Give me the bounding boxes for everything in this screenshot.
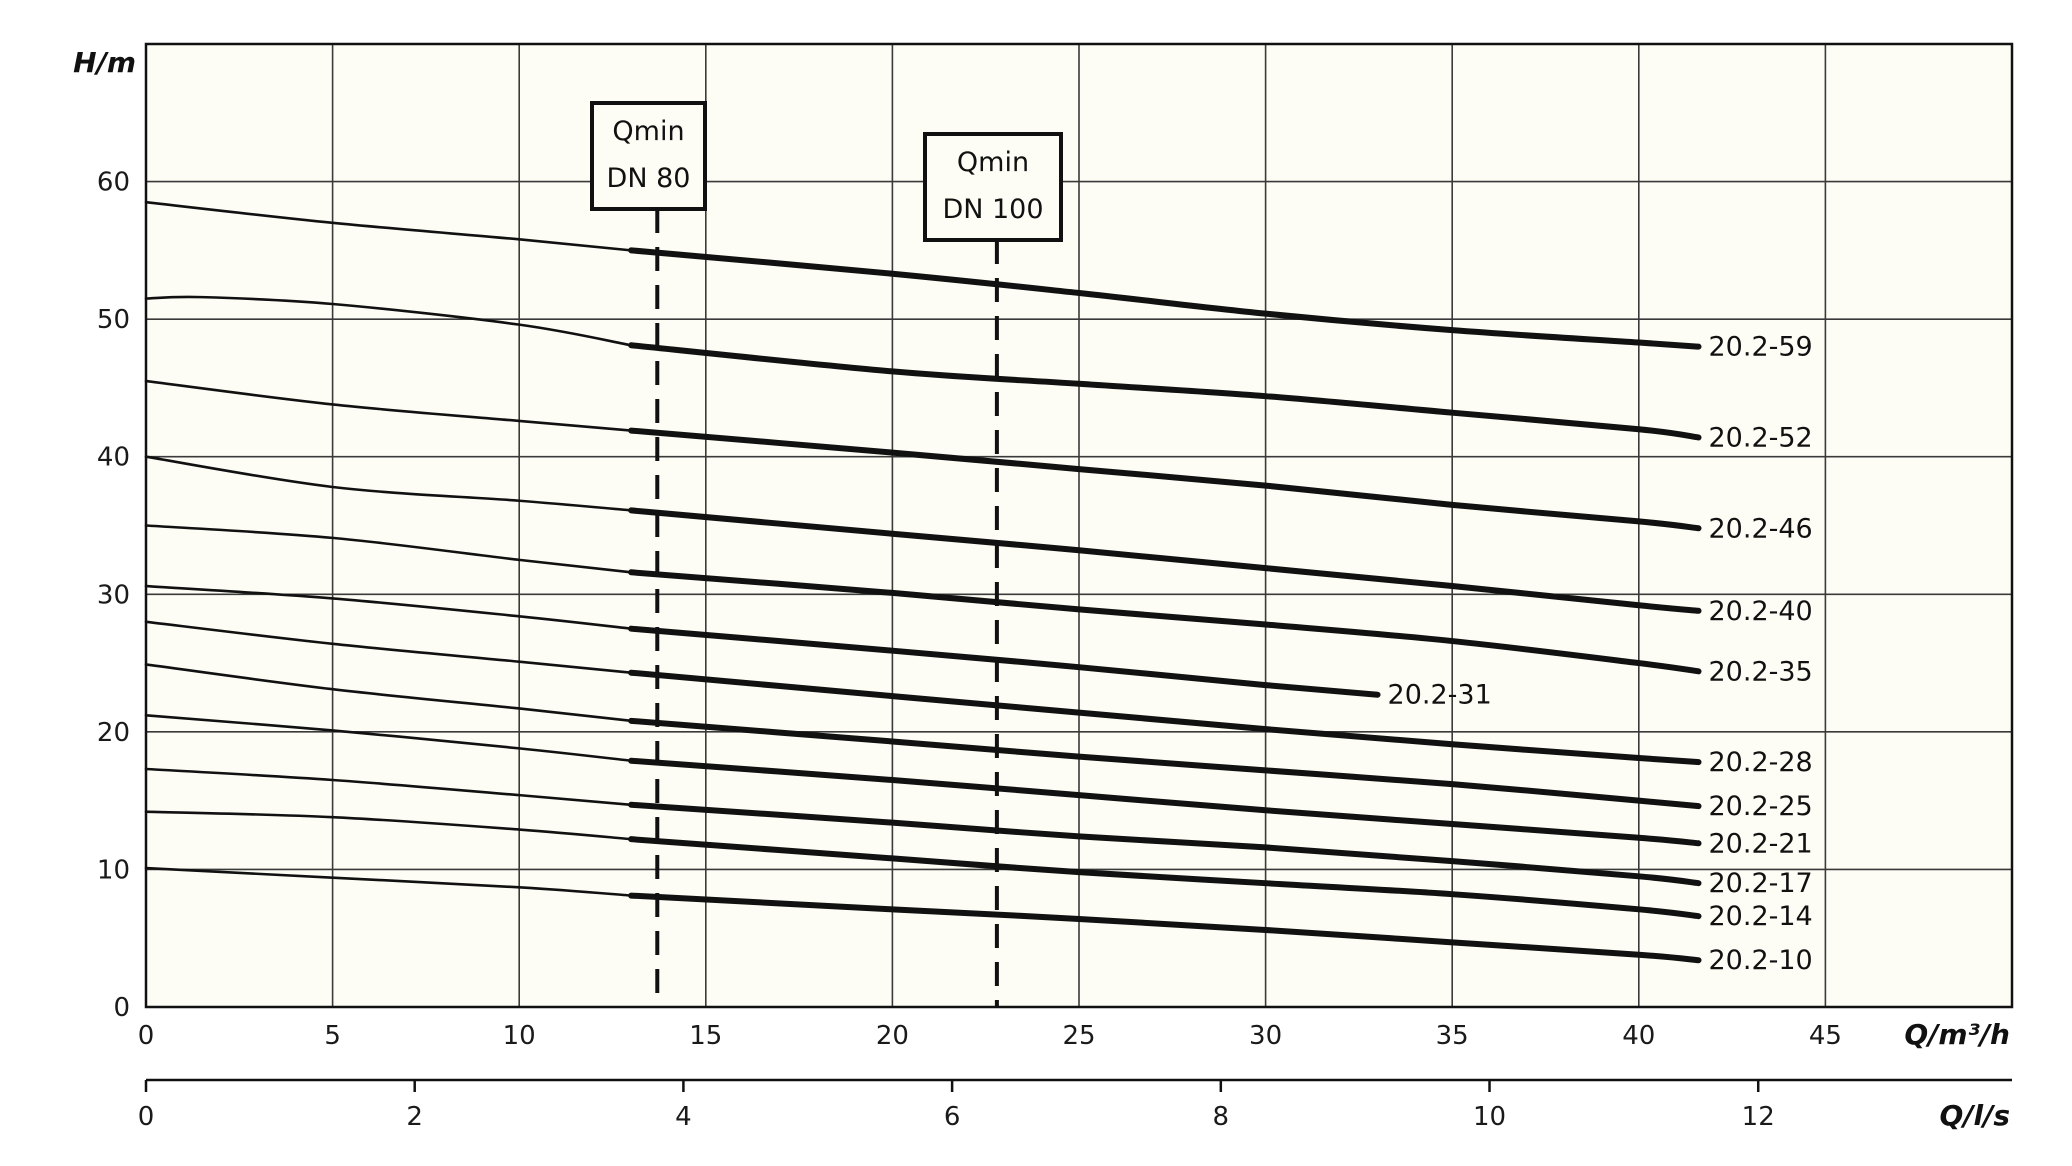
- y-tick-label: 0: [113, 993, 130, 1023]
- x-tick-label: 40: [1622, 1021, 1655, 1051]
- secondary-tick-label: 2: [406, 1102, 423, 1132]
- qmin-pipe-label: DN 80: [607, 163, 691, 194]
- secondary-tick-label: 10: [1473, 1102, 1506, 1132]
- series-line-thick: [628, 757, 1702, 847]
- qmin-marker: Qmin DN 80: [590, 101, 707, 1007]
- secondary-axis-title: Q/l/s: [1939, 1099, 2010, 1132]
- series-line-thin: [144, 200, 633, 252]
- x-tick-label: 10: [503, 1021, 536, 1051]
- series-label: 20.2-31: [1388, 680, 1492, 711]
- x-tick-label: 35: [1436, 1021, 1469, 1051]
- x-tick-label: 15: [689, 1021, 722, 1051]
- series-20-2-40: 20.2-40: [144, 455, 1813, 627]
- series-line-thin: [144, 584, 633, 630]
- y-axis-title: H/m: [73, 46, 136, 79]
- y-tick-label: 30: [97, 580, 130, 610]
- series-20-2-17: 20.2-17: [144, 767, 1813, 899]
- series-label: 20.2-17: [1709, 868, 1813, 899]
- series-20-2-10: 20.2-10: [144, 866, 1813, 976]
- x-tick-label: 5: [324, 1021, 341, 1051]
- qmin-label: Qmin: [612, 116, 684, 147]
- series-label: 20.2-52: [1709, 422, 1813, 453]
- secondary-tick-label: 12: [1742, 1102, 1775, 1132]
- series-line-thick: [628, 247, 1702, 350]
- series-20-2-46: 20.2-46: [144, 379, 1813, 544]
- series-line-thin: [144, 524, 633, 574]
- series-20-2-35: 20.2-35: [144, 524, 1813, 687]
- secondary-tick-label: 8: [1213, 1102, 1230, 1132]
- series-label: 20.2-21: [1709, 828, 1813, 859]
- series-line-thick: [628, 427, 1702, 532]
- series-20-2-59: 20.2-59: [144, 200, 1813, 363]
- series-line-thick: [628, 669, 1702, 766]
- series-line-thick: [628, 892, 1702, 964]
- secondary-tick-label: 0: [138, 1102, 155, 1132]
- series-label: 20.2-40: [1709, 596, 1813, 627]
- series-line-thick: [628, 625, 1381, 698]
- series-lines: 20.2-59 20.2-52 20.2-46 20.2-40 20.2-35 20.2-…: [144, 200, 1813, 976]
- series-line-thick: [628, 801, 1702, 887]
- series-20-2-14: 20.2-14: [144, 810, 1813, 932]
- secondary-tick-label: 4: [675, 1102, 692, 1132]
- y-tick-label: 20: [97, 718, 130, 748]
- series-label: 20.2-46: [1709, 513, 1813, 544]
- series-label: 20.2-28: [1709, 747, 1813, 778]
- y-tick-label: 10: [97, 855, 130, 885]
- series-20-2-31: 20.2-31: [144, 584, 1492, 711]
- series-line-thick: [628, 507, 1702, 614]
- x-axis-title: Q/m³/h: [1904, 1018, 2010, 1051]
- series-line-thick: [628, 569, 1702, 675]
- qmin-label: Qmin: [957, 147, 1029, 178]
- series-label: 20.2-14: [1709, 901, 1813, 932]
- qmin-box: [590, 101, 707, 211]
- series-line-thin: [144, 379, 633, 432]
- series-20-2-21: 20.2-21: [144, 714, 1813, 859]
- series-line-thin: [144, 620, 633, 675]
- y-tick-label: 40: [97, 443, 130, 473]
- x-tick-label: 0: [138, 1021, 155, 1051]
- y-tick-label: 50: [97, 305, 130, 335]
- x-tick-label: 25: [1062, 1021, 1095, 1051]
- qmin-markers: Qmin DN 80 Qmin DN 100: [590, 101, 1063, 1007]
- series-label: 20.2-25: [1709, 791, 1813, 822]
- series-line-thick: [628, 836, 1702, 920]
- series-line-thin: [144, 663, 633, 723]
- series-line-thick: [628, 717, 1702, 810]
- x-tick-label: 30: [1249, 1021, 1282, 1051]
- qmin-box: [923, 132, 1063, 242]
- series-label: 20.2-10: [1709, 945, 1813, 976]
- series-line-thin: [144, 714, 633, 763]
- y-tick-label: 60: [97, 168, 130, 198]
- series-line-thick: [628, 342, 1702, 441]
- series-line-thin: [144, 810, 633, 841]
- x-tick-label: 45: [1809, 1021, 1842, 1051]
- series-20-2-28: 20.2-28: [144, 620, 1813, 778]
- x-tick-label: 20: [876, 1021, 909, 1051]
- qmin-pipe-label: DN 100: [942, 194, 1043, 225]
- series-20-2-25: 20.2-25: [144, 663, 1813, 822]
- series-line-thin: [144, 767, 633, 807]
- series-label: 20.2-59: [1709, 332, 1813, 363]
- series-line-thin: [144, 455, 633, 512]
- series-20-2-52: 20.2-52: [144, 295, 1813, 453]
- series-label: 20.2-35: [1709, 656, 1813, 687]
- series-line-thin: [144, 866, 633, 897]
- qmin-marker: Qmin DN 100: [923, 132, 1063, 1007]
- secondary-tick-label: 6: [944, 1102, 961, 1132]
- series-line-thin: [144, 295, 633, 347]
